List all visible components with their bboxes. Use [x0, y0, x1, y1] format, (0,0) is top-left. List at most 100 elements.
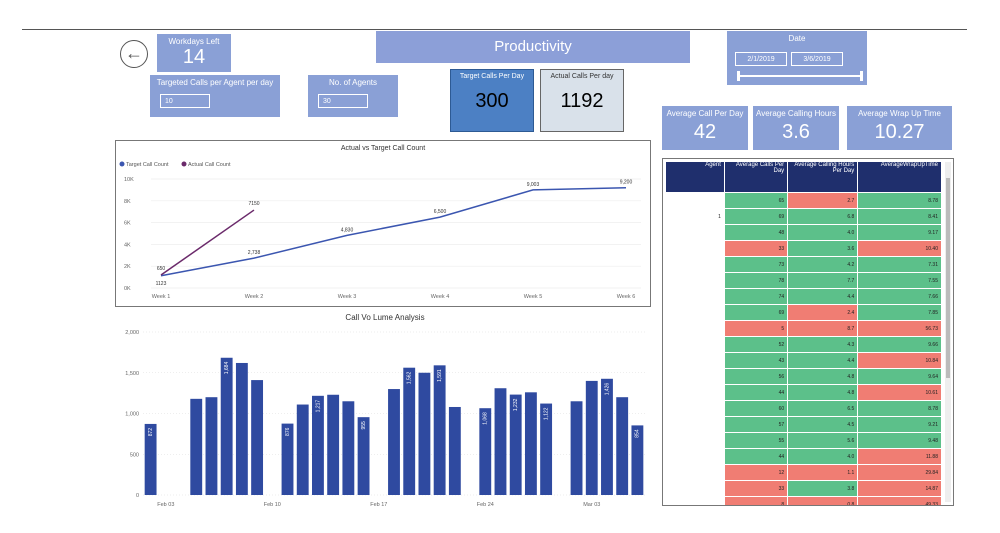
- bar: [357, 417, 370, 495]
- table-row[interactable]: 48 4.0 9.17: [666, 224, 942, 241]
- bar-data-label: 1,068: [483, 412, 489, 425]
- table-row[interactable]: 1 69 6.8 8.41: [666, 208, 942, 225]
- y-tick-label: 0K: [124, 286, 131, 292]
- x-tick-label: Feb 10: [264, 502, 281, 508]
- wrap-cell: 7.55: [857, 272, 942, 289]
- y-tick-label: 8K: [124, 199, 131, 205]
- kpi-label: Average Call Per Day: [666, 109, 744, 118]
- x-tick-label: Week 6: [617, 294, 636, 300]
- bar: [616, 397, 629, 495]
- hours-cell: 4.2: [787, 256, 859, 273]
- table-row[interactable]: 52 4.3 9.66: [666, 336, 942, 353]
- col-header-hours[interactable]: Average Calling Hours Per Day: [787, 162, 859, 193]
- wrap-cell: 49.33: [857, 496, 942, 505]
- kpi-avg-call-card: Average Call Per Day 42: [662, 106, 748, 150]
- y-tick-label: 1,000: [125, 412, 139, 418]
- date-slider-handle-start[interactable]: [737, 71, 740, 81]
- table-row[interactable]: 44 4.0 11.88: [666, 448, 942, 465]
- table-row[interactable]: 12 1.1 29.84: [666, 464, 942, 481]
- bar: [190, 398, 203, 495]
- target-calls-card: Target Calls Per Day 300: [450, 69, 534, 132]
- table-row[interactable]: 33 3.6 10.40: [666, 240, 942, 257]
- date-slider-track[interactable]: [737, 75, 863, 77]
- bar: [570, 401, 583, 495]
- data-label: 650: [157, 266, 166, 272]
- wrap-cell: 11.88: [857, 448, 942, 465]
- hours-cell: 6.5: [787, 400, 859, 417]
- series-line-actual: [160, 209, 255, 276]
- wrap-cell: 10.40: [857, 240, 942, 257]
- table-row[interactable]: 44 4.8 10.61: [666, 384, 942, 401]
- table-row[interactable]: 43 4.4 10.84: [666, 352, 942, 369]
- hours-cell: 1.1: [787, 464, 859, 481]
- table-scrollbar-thumb[interactable]: [946, 178, 950, 378]
- calls-cell: 8: [724, 496, 789, 505]
- targeted-calls-input[interactable]: 10: [160, 94, 210, 108]
- bar: [205, 397, 218, 495]
- bar: [418, 372, 431, 495]
- actual-calls-value: 1192: [560, 90, 604, 112]
- table-row[interactable]: 56 4.8 9.64: [666, 368, 942, 385]
- bar-chart-title: Call Vo Lume Analysis: [345, 313, 424, 322]
- bar-data-label: 1,426: [604, 383, 610, 396]
- agent-table: Agent Average Calls Per Day Average Call…: [666, 162, 942, 505]
- calls-cell: 44: [724, 448, 789, 465]
- target-calls-value: 300: [475, 90, 509, 112]
- hours-cell: 4.0: [787, 448, 859, 465]
- calls-cell: 52: [724, 336, 789, 353]
- kpi-avg-hours-card: Average Calling Hours 3.6: [753, 106, 839, 150]
- date-slider-handle-end[interactable]: [860, 71, 863, 81]
- table-row[interactable]: 55 5.6 9.48: [666, 432, 942, 449]
- bar: [281, 423, 294, 495]
- table-row[interactable]: 5 8.7 56.73: [666, 320, 942, 337]
- agents-card: No. of Agents 30: [308, 75, 398, 117]
- legend-target-icon: [119, 161, 125, 167]
- col-header-calls[interactable]: Average Calls Per Day: [724, 162, 789, 193]
- wrap-cell: 10.61: [857, 384, 942, 401]
- bar-data-label: 872: [148, 428, 154, 437]
- calls-cell: 12: [724, 464, 789, 481]
- table-row[interactable]: 65 2.7 8.78: [666, 192, 942, 209]
- hours-cell: 3.6: [787, 240, 859, 257]
- table-row[interactable]: 73 4.2 7.31: [666, 256, 942, 273]
- data-label: 9,200: [620, 180, 633, 186]
- agent-cell: [666, 320, 725, 337]
- date-end-input[interactable]: 3/6/2019: [791, 52, 843, 66]
- col-header-agent[interactable]: Agent: [666, 162, 725, 193]
- bar: [601, 378, 613, 495]
- workdays-value: 14: [182, 46, 206, 68]
- table-row[interactable]: 33 3.8 14.87: [666, 480, 942, 497]
- bar-data-label: 1,562: [407, 371, 413, 384]
- table-row[interactable]: 60 6.5 8.78: [666, 400, 942, 417]
- wrap-cell: 10.84: [857, 352, 942, 369]
- hours-cell: 2.4: [787, 304, 859, 321]
- col-header-wrap[interactable]: AverageWrapUpTime: [857, 162, 942, 193]
- date-start-input[interactable]: 2/1/2019: [735, 52, 787, 66]
- line-chart-title: Actual vs Target Call Count: [341, 145, 425, 152]
- calls-cell: 65: [724, 192, 789, 209]
- bar: [524, 392, 537, 495]
- legend-actual-label: Actual Call Count: [188, 162, 231, 168]
- bar: [327, 394, 340, 495]
- hours-cell: 7.7: [787, 272, 859, 289]
- table-row[interactable]: 74 4.4 7.66: [666, 288, 942, 305]
- calls-cell: 5: [724, 320, 789, 337]
- agent-cell: [666, 272, 725, 289]
- table-row[interactable]: 78 7.7 7.55: [666, 272, 942, 289]
- line-chart[interactable]: Actual vs Target Call Count Target Call C…: [116, 141, 650, 306]
- table-scrollbar[interactable]: [945, 162, 951, 502]
- back-arrow-icon[interactable]: ←: [120, 40, 148, 68]
- bar-chart[interactable]: Call Vo Lume Analysis 0 500 1,000 1,500 2,000…: [115, 310, 655, 510]
- calls-cell: 33: [724, 240, 789, 257]
- table-row[interactable]: 57 4.5 9.21: [666, 416, 942, 433]
- table-row[interactable]: 69 2.4 7.85: [666, 304, 942, 321]
- calls-cell: 60: [724, 400, 789, 417]
- kpi-avg-wrap-card: Average Wrap Up Time 10.27: [847, 106, 952, 150]
- data-label: 2,738: [248, 250, 261, 256]
- bar: [296, 404, 309, 495]
- hours-cell: 4.4: [787, 352, 859, 369]
- bar-data-label: 854: [635, 429, 641, 438]
- agents-input[interactable]: 30: [318, 94, 368, 108]
- hours-cell: 0.8: [787, 496, 859, 505]
- table-row[interactable]: 8 0.8 49.33: [666, 496, 942, 505]
